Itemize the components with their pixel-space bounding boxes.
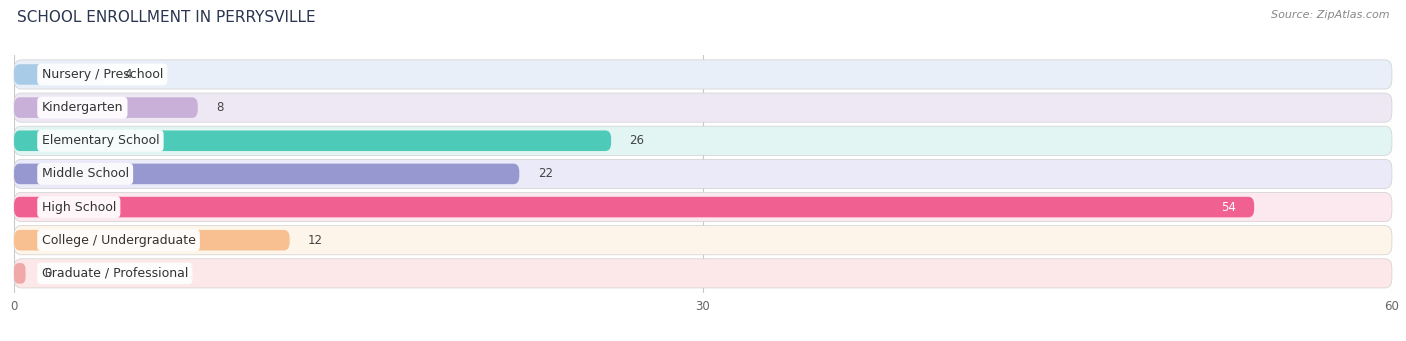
FancyBboxPatch shape xyxy=(14,230,290,251)
Text: 0: 0 xyxy=(44,267,51,280)
Text: 54: 54 xyxy=(1220,201,1236,213)
FancyBboxPatch shape xyxy=(14,131,612,151)
Text: Kindergarten: Kindergarten xyxy=(42,101,124,114)
Text: Source: ZipAtlas.com: Source: ZipAtlas.com xyxy=(1271,10,1389,20)
FancyBboxPatch shape xyxy=(14,226,1392,255)
FancyBboxPatch shape xyxy=(14,64,105,85)
FancyBboxPatch shape xyxy=(14,259,1392,288)
FancyBboxPatch shape xyxy=(14,126,1392,155)
FancyBboxPatch shape xyxy=(14,159,1392,189)
Text: Middle School: Middle School xyxy=(42,167,129,180)
FancyBboxPatch shape xyxy=(14,192,1392,222)
Text: Graduate / Professional: Graduate / Professional xyxy=(42,267,188,280)
FancyBboxPatch shape xyxy=(14,197,1254,217)
Text: 4: 4 xyxy=(124,68,132,81)
Text: High School: High School xyxy=(42,201,115,213)
Text: Elementary School: Elementary School xyxy=(42,134,159,147)
Text: 12: 12 xyxy=(308,234,323,247)
Text: College / Undergraduate: College / Undergraduate xyxy=(42,234,195,247)
FancyBboxPatch shape xyxy=(14,97,198,118)
Text: 26: 26 xyxy=(630,134,644,147)
Text: 8: 8 xyxy=(217,101,224,114)
Text: SCHOOL ENROLLMENT IN PERRYSVILLE: SCHOOL ENROLLMENT IN PERRYSVILLE xyxy=(17,10,315,25)
FancyBboxPatch shape xyxy=(14,93,1392,122)
FancyBboxPatch shape xyxy=(14,263,25,284)
FancyBboxPatch shape xyxy=(14,60,1392,89)
Text: Nursery / Preschool: Nursery / Preschool xyxy=(42,68,163,81)
FancyBboxPatch shape xyxy=(14,164,519,184)
Text: 22: 22 xyxy=(537,167,553,180)
